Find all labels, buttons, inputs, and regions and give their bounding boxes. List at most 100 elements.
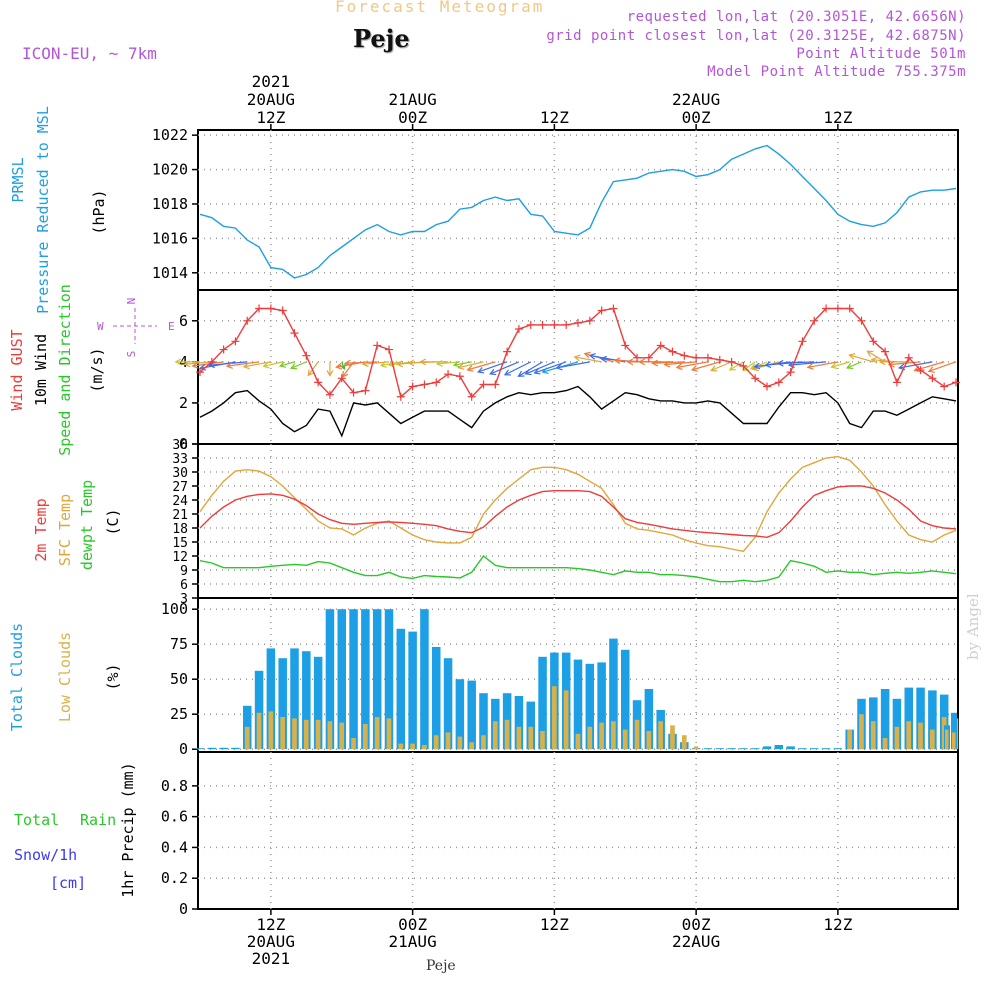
total-cloud-bar — [798, 748, 807, 750]
gust-marker — [361, 386, 370, 395]
total-cloud-bar — [443, 658, 453, 750]
model-name: ICON-EU, ~ 7km — [22, 44, 157, 63]
precip-ytick-label: 0.6 — [161, 808, 188, 826]
top-xtick-label: 12Z — [823, 108, 852, 127]
temperature-ytick-label: 21 — [172, 508, 188, 523]
wind-arrow-head — [278, 361, 287, 368]
gust-marker — [680, 351, 689, 360]
pressure-label-unit: (hPa) — [90, 189, 108, 234]
gust-marker — [892, 378, 901, 387]
gust-marker — [751, 374, 760, 383]
pressure-line — [199, 144, 957, 279]
temp-dewpt-label: dewpt Temp — [78, 480, 96, 570]
wind-arrow-head — [457, 363, 465, 370]
total-cloud-bar — [703, 748, 713, 750]
total-cloud-bar — [420, 609, 429, 750]
total-cloud-bar — [833, 748, 843, 750]
compass-east: E — [168, 320, 175, 333]
gust-marker — [574, 318, 582, 327]
wind-arrow — [436, 361, 460, 365]
gust-marker — [349, 388, 358, 397]
wind-arrow — [729, 361, 744, 371]
total-cloud-bar — [313, 656, 323, 750]
low-cloud-bar — [952, 732, 956, 750]
wind-arrow-head — [613, 357, 621, 364]
pressure-ytick-label: 1016 — [152, 229, 188, 247]
gust-marker — [609, 304, 618, 313]
low-cloud-bar — [528, 726, 534, 750]
low-cloud-bar — [894, 726, 900, 750]
pressure-ytick-label: 1018 — [152, 195, 188, 213]
low-cloud-bar — [634, 719, 640, 750]
total-cloud-bar — [278, 658, 287, 750]
pressure-ytick-label: 1020 — [152, 161, 188, 179]
total-cloud-bar — [597, 662, 606, 750]
clouds-ytick-label: 0 — [179, 740, 188, 758]
top-xtick-label: 00Z — [398, 108, 427, 127]
wind-arrow-head — [638, 358, 645, 366]
total-cloud-bar — [809, 748, 819, 750]
gust-marker — [503, 347, 512, 356]
total-cloud-bar — [195, 748, 205, 750]
temperature-ytick-label: 27 — [172, 480, 188, 495]
top-xtick-label: 20AUG — [247, 90, 295, 109]
total-cloud-bar — [786, 746, 795, 750]
gust-marker — [314, 378, 323, 387]
gust-marker — [396, 392, 405, 401]
wind-arrow — [556, 361, 590, 369]
wind-arrow-head — [845, 362, 854, 370]
wind-arrow — [290, 361, 307, 369]
low-cloud-bar — [658, 721, 663, 750]
total-cloud-bar — [750, 748, 760, 750]
wind-arrow-head — [489, 368, 497, 376]
gust-marker — [952, 378, 960, 387]
wind-arrow — [345, 361, 378, 364]
low-cloud-bar — [918, 722, 923, 750]
wind-arrow-head — [555, 363, 563, 371]
clouds-ytick-label: 75 — [170, 635, 188, 653]
temp-2m-line — [199, 485, 957, 539]
gust-marker — [763, 382, 771, 391]
low-cloud-bar — [945, 729, 949, 750]
sfc-temp-line — [199, 455, 957, 553]
bottom-xtick-label: 12Z — [256, 915, 285, 934]
low-cloud-bar — [929, 729, 935, 750]
dewpt-line — [199, 554, 957, 583]
total-cloud-bar — [916, 687, 925, 750]
wind-arrow-head — [651, 359, 659, 367]
compass-south: S — [125, 351, 138, 358]
wind-arrow — [711, 361, 732, 371]
wind-arrow — [525, 361, 555, 375]
pressure-ytick-label: 1014 — [152, 264, 188, 282]
requested-coords: requested lon,lat (20.3051E, 42.6656N) — [626, 9, 966, 25]
gust-marker — [621, 341, 630, 350]
compass-west: W — [97, 320, 104, 333]
low-cloud-bar — [327, 721, 333, 750]
pressure-label-desc: Pressure Reduced to MSL — [34, 106, 52, 314]
bottom-xtick-label: 12Z — [823, 915, 852, 934]
low-cloud-bar — [398, 743, 404, 750]
wind-10m-label: 10m Wind — [32, 334, 50, 406]
gust-marker — [479, 380, 488, 389]
temperature-ytick-label: 3 — [180, 592, 188, 607]
clouds-ytick-label: 100 — [161, 600, 188, 618]
gust-marker — [715, 355, 724, 364]
gust-marker — [266, 304, 275, 313]
low-cloud-bar — [563, 690, 569, 750]
low-cloud-bar — [362, 724, 368, 750]
bottom-xtick-label: 22AUG — [672, 932, 720, 951]
temp-sfc-label: SFC Temp — [56, 494, 74, 566]
temperature-ytick-label: 33 — [172, 452, 188, 467]
bottom-xtick-label: 21AUG — [389, 932, 437, 951]
pressure-label-prmsl: PRMSL — [9, 157, 27, 202]
low-cloud-bar — [280, 717, 285, 750]
wind-arrow-head — [806, 363, 814, 370]
wind-arrow-head — [675, 363, 683, 370]
wind-arrow — [458, 361, 484, 369]
temp-2m-label: 2m Temp — [32, 498, 50, 561]
wind-arrow — [846, 361, 862, 369]
wind-arrow-head — [830, 362, 838, 370]
wind-arrow-head — [588, 352, 596, 360]
temperature-ytick-label: 15 — [172, 536, 188, 551]
